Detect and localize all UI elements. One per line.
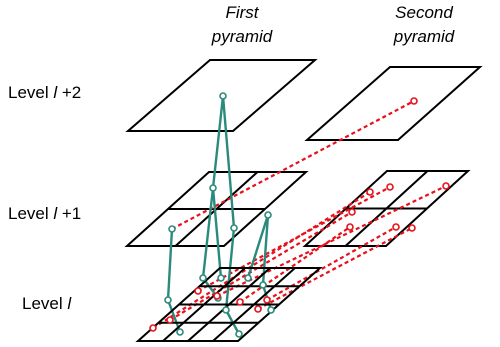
- red-node: [149, 324, 157, 332]
- level-label-bottom: Level l: [22, 294, 72, 313]
- level-middle-var: l: [53, 204, 58, 223]
- teal-node: [267, 306, 275, 314]
- second-pyramid-middle-plane: [302, 170, 471, 247]
- teal-node: [264, 211, 272, 219]
- teal-node: [259, 281, 267, 289]
- level-bottom-var: l: [67, 294, 72, 313]
- second-pyramid-header-line2: pyramid: [393, 27, 455, 46]
- red-node: [392, 223, 400, 231]
- first-pyramid-bottom-plane: [135, 267, 323, 342]
- first-pyramid-middle-plane: [124, 171, 309, 247]
- teal-node: [217, 274, 225, 282]
- first-pyramid-header-line1: First: [225, 3, 259, 22]
- red-node: [346, 223, 354, 231]
- teal-node: [244, 274, 252, 282]
- level-bottom-prefix: Level: [22, 294, 67, 313]
- first-pyramid-nodes: [164, 92, 275, 338]
- second-pyramid-header-line1: Second: [395, 3, 453, 22]
- first-pyramid-header-line2: pyramid: [211, 27, 273, 46]
- red-node: [213, 292, 221, 300]
- red-link: [239, 226, 351, 303]
- level-top-var: l: [53, 83, 58, 102]
- red-node: [263, 296, 271, 304]
- level-middle-suffix: +1: [57, 204, 81, 223]
- teal-node: [222, 306, 230, 314]
- teal-node: [199, 274, 207, 282]
- teal-node: [235, 330, 243, 338]
- red-node: [166, 316, 174, 324]
- red-link: [216, 185, 447, 297]
- red-node: [236, 298, 244, 306]
- level-label-top: Level l +2: [8, 83, 81, 102]
- first-pyramid-top-plane: [125, 59, 318, 132]
- red-node: [408, 224, 416, 232]
- level-top-suffix: +2: [57, 83, 81, 102]
- red-node: [386, 183, 394, 191]
- level-middle-prefix: Level: [8, 204, 53, 223]
- red-link: [257, 227, 413, 310]
- level-label-middle: Level l +1: [8, 204, 81, 223]
- red-node: [254, 305, 262, 313]
- red-node: [442, 182, 450, 190]
- teal-node: [176, 328, 184, 336]
- teal-link: [211, 187, 223, 279]
- second-pyramid-top-plane: [304, 66, 483, 141]
- level-top-prefix: Level: [8, 83, 53, 102]
- red-link: [171, 100, 415, 230]
- red-link: [169, 211, 353, 321]
- red-node: [194, 287, 202, 295]
- teal-node: [230, 224, 238, 232]
- red-node: [410, 97, 418, 105]
- teal-node: [168, 225, 176, 233]
- teal-node: [164, 296, 172, 304]
- teal-node: [209, 184, 217, 192]
- teal-node: [219, 92, 227, 100]
- red-link: [197, 186, 391, 292]
- red-node: [366, 188, 374, 196]
- red-node: [348, 208, 356, 216]
- second-pyramid-nodes: [149, 97, 450, 332]
- red-link: [266, 226, 397, 301]
